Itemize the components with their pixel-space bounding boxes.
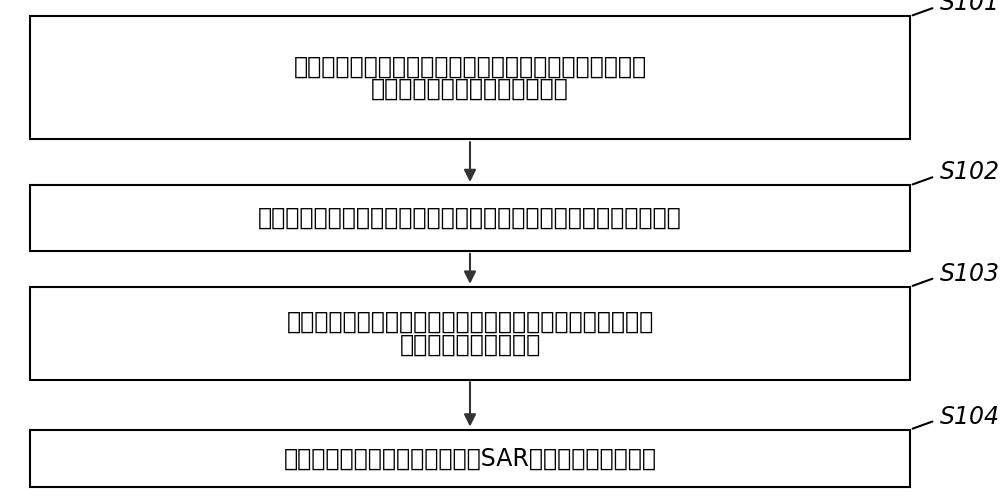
Text: 利用所述距离向匹配函数对所述回波信号进行距离向压缩，: 利用所述距离向匹配函数对所述回波信号进行距离向压缩， [286, 310, 654, 334]
FancyBboxPatch shape [30, 429, 910, 487]
FancyBboxPatch shape [30, 185, 910, 250]
Text: 根据所述波形顺序和所述正交非线性调频信号构建距离向匹配滤波器: 根据所述波形顺序和所述正交非线性调频信号构建距离向匹配滤波器 [258, 206, 682, 230]
Text: S102: S102 [940, 160, 1000, 184]
Text: 根据发射的正交非线性调频信号，确定获取到的回波信号: 根据发射的正交非线性调频信号，确定获取到的回波信号 [293, 55, 647, 78]
Text: S103: S103 [940, 262, 1000, 286]
FancyBboxPatch shape [30, 287, 910, 380]
Text: 根据所述距离压缩后的数据进行SAR成像，得到成像结果: 根据所述距离压缩后的数据进行SAR成像，得到成像结果 [284, 446, 656, 470]
Text: 得到距离压缩后的数据: 得到距离压缩后的数据 [399, 333, 541, 356]
FancyBboxPatch shape [30, 17, 910, 139]
Text: 所对应的发射信号的波形顺序；: 所对应的发射信号的波形顺序； [371, 77, 569, 101]
Text: S101: S101 [940, 0, 1000, 15]
Text: S104: S104 [940, 405, 1000, 428]
